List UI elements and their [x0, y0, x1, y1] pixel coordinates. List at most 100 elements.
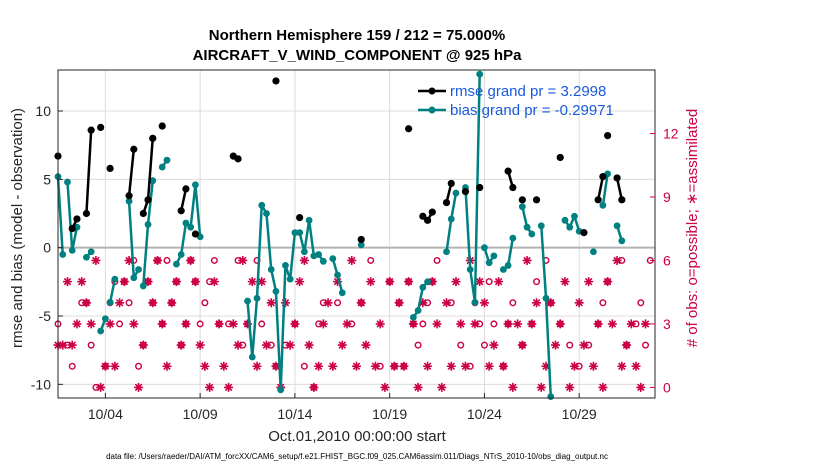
assimilated-point — [238, 255, 248, 265]
assimilated-point — [437, 382, 447, 392]
assimilated-point — [190, 277, 200, 287]
x-tick-label: 10/09 — [183, 406, 218, 422]
assimilated-point — [536, 382, 546, 392]
assimilated-point — [418, 298, 428, 308]
assimilated-point — [328, 361, 338, 371]
possible-point — [509, 299, 517, 307]
y-tick-label: 0 — [43, 240, 51, 256]
assimilated-point — [517, 340, 527, 350]
bias-point — [125, 197, 133, 205]
rmse-point — [144, 196, 152, 204]
assimilated-point — [333, 277, 343, 287]
assimilated-point — [186, 255, 196, 265]
possible-point — [419, 320, 427, 328]
rmse-point — [106, 164, 114, 172]
rmse-point — [182, 185, 190, 193]
rmse-point — [87, 126, 95, 134]
assimilated-point — [555, 319, 565, 329]
assimilated-point — [96, 382, 106, 392]
assimilated-point — [280, 298, 290, 308]
assimilated-point — [153, 255, 162, 265]
rmse-line — [127, 149, 136, 196]
chart-title-line1: Northern Hemisphere 159 / 212 = 75.000% — [209, 27, 505, 44]
rmse-point — [405, 125, 413, 133]
assimilated-point — [612, 255, 622, 265]
bias-point — [599, 201, 607, 209]
assimilated-point — [361, 340, 371, 350]
assimilated-point — [157, 319, 167, 329]
rmse-point — [68, 224, 76, 233]
rmse-point — [518, 196, 526, 204]
rmse-point — [532, 196, 541, 204]
rmse-point — [580, 229, 588, 237]
bias-point — [163, 156, 171, 164]
assimilated-point — [636, 382, 646, 392]
rmse-point — [504, 167, 512, 175]
assimilated-point — [195, 340, 205, 350]
x-tick-label: 10/14 — [277, 406, 312, 422]
assimilated-point — [247, 277, 257, 287]
assimilated-point — [110, 361, 120, 371]
assimilated-point — [181, 319, 191, 329]
possible-point — [125, 299, 133, 307]
bias-point — [613, 222, 621, 230]
axis-ticks — [58, 110, 655, 398]
assimilated-point — [100, 361, 110, 371]
assimilated-point — [470, 319, 480, 329]
assimilated-point — [404, 277, 414, 287]
assimilated-point — [484, 361, 494, 371]
possible-point — [642, 341, 650, 349]
bias-point — [542, 294, 550, 302]
assimilated-point — [641, 319, 651, 329]
bias-point — [504, 262, 512, 269]
bias-point — [509, 234, 517, 242]
possible-point — [116, 320, 124, 328]
assimilated-point — [423, 361, 433, 371]
bias-point — [476, 70, 484, 78]
rmse-point — [419, 212, 427, 220]
rmse-point — [476, 183, 484, 192]
assimilated-point — [91, 255, 101, 265]
assimilated-point — [200, 361, 210, 371]
bias-point — [101, 315, 109, 323]
assimilated-point — [219, 361, 229, 371]
bias-point — [485, 259, 493, 267]
assimilated-point — [389, 361, 399, 371]
assimilated-point — [399, 361, 409, 371]
bias-point — [182, 219, 190, 227]
assimilated-point — [503, 319, 513, 329]
bias-point — [566, 223, 574, 231]
assimilated-point — [385, 277, 395, 287]
assimilated-point — [314, 361, 324, 371]
bias-point — [291, 229, 299, 237]
y-tick-label: -5 — [39, 308, 52, 324]
rmse-point — [442, 198, 451, 207]
assimilated-point — [162, 361, 172, 371]
assimilated-point — [285, 340, 295, 350]
x-axis-label: Oct.01,2010 00:00:00 start — [268, 428, 446, 445]
bias-point — [590, 248, 597, 256]
assimilated-point — [574, 298, 584, 308]
assimilated-point — [342, 319, 352, 329]
rmse-point — [296, 214, 304, 222]
assimilated-point — [67, 340, 77, 350]
possible-point — [480, 341, 488, 349]
bias-line — [108, 278, 117, 303]
possible-point — [68, 362, 76, 370]
assimilated-point — [299, 255, 309, 265]
x-tick-label: 10/19 — [372, 406, 407, 422]
bias-point — [139, 282, 147, 290]
bias-point — [149, 177, 157, 185]
bias-point — [64, 178, 71, 186]
bias-point — [471, 298, 479, 306]
legend-rmse-marker — [428, 87, 436, 95]
bias-point — [537, 222, 545, 230]
possible-point — [533, 278, 541, 286]
assimilated-point — [209, 277, 219, 287]
rmse-point — [556, 153, 564, 162]
bias-point — [518, 203, 526, 211]
y-right-tick-label: 12 — [663, 125, 679, 141]
legend: rmse grand pr = 3.2998 bias grand pr = -… — [418, 83, 614, 119]
assimilated-point — [593, 319, 603, 329]
assimilated-point — [617, 361, 627, 371]
